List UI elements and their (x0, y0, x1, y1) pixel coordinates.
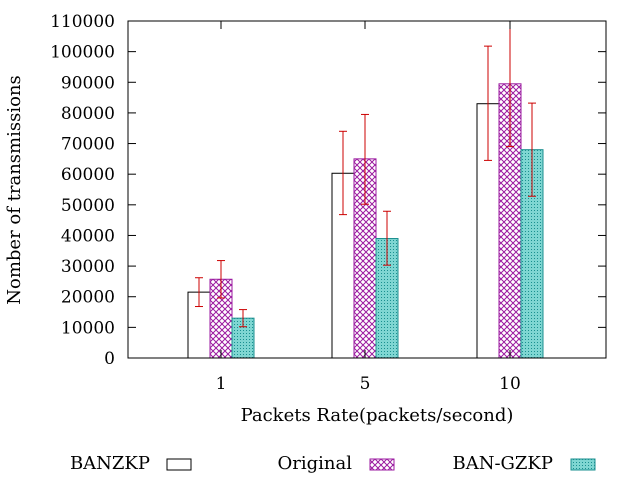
x-tick-label: 10 (499, 374, 521, 394)
bar-chart: 0 10000 20000 30000 40000 50000 60000 70000 8000… (0, 0, 640, 480)
y-tick-label: 60000 (61, 165, 115, 185)
x-tick-label: 5 (360, 374, 371, 394)
y-tick-label: 50000 (61, 196, 115, 216)
legend: BANZKP Original BAN-GZKP (70, 453, 595, 474)
y-tick-label: 10000 (61, 318, 115, 338)
legend-label-ban-gzkp: BAN-GZKP (452, 453, 553, 474)
y-axis-title: Nomber of transmissions (4, 75, 25, 305)
y-tick-label: 70000 (61, 135, 115, 155)
y-tick-label: 90000 (61, 73, 115, 93)
y-tick-label: 30000 (61, 257, 115, 277)
x-tick-label: 1 (216, 374, 227, 394)
y-tick-label: 100000 (50, 43, 115, 63)
y-tick-label: 20000 (61, 288, 115, 308)
y-tick-label: 80000 (61, 104, 115, 124)
legend-swatch-ban-gzkp (571, 459, 595, 470)
y-tick-label: 110000 (50, 12, 115, 32)
legend-swatch-banzkp (167, 459, 191, 470)
y-tick-label: 40000 (61, 226, 115, 246)
x-axis-title: Packets Rate(packets/second) (241, 405, 514, 426)
legend-label-original: Original (278, 453, 353, 474)
legend-label-banzkp: BANZKP (70, 453, 150, 474)
legend-swatch-original (370, 459, 394, 470)
y-tick-label: 0 (104, 349, 115, 369)
